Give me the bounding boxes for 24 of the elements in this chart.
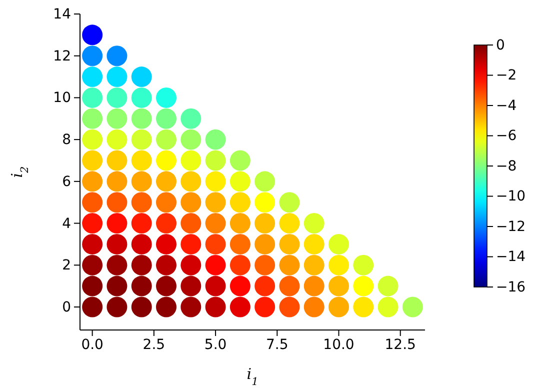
- color-bar-label: −4: [496, 98, 517, 114]
- x-tick-label: 12.5: [384, 336, 416, 353]
- x-tick-label: 7.5: [266, 336, 288, 353]
- x-tick-label: 0.0: [81, 336, 104, 353]
- color-bar-label: −16: [496, 279, 526, 296]
- y-tick-label: 0: [62, 299, 71, 316]
- y-tick-label: 12: [53, 48, 71, 64]
- y-tick-label: 2: [62, 258, 71, 274]
- x-tick-label: 2.5: [142, 336, 166, 353]
- y-tick-label: 10: [53, 90, 71, 106]
- x-axis-title: i$_{1}$: [246, 365, 258, 388]
- y-tick-label: 14: [53, 6, 72, 22]
- color-bar-label: −14: [496, 249, 526, 266]
- y-tick-label: 6: [62, 174, 72, 190]
- color-bar-label: 0: [496, 37, 505, 54]
- y-tick-label: 4: [62, 216, 72, 232]
- color-bar-label: −2: [496, 68, 517, 84]
- x-tick-label: 5.0: [204, 336, 227, 353]
- color-bar-label: −6: [496, 128, 517, 144]
- y-tick-label: 8: [62, 132, 71, 148]
- color-bar-label: −8: [496, 158, 517, 174]
- color-bar-label: −10: [496, 188, 526, 205]
- x-tick-label: 10.0: [323, 336, 354, 353]
- color-bar-label: −12: [496, 218, 526, 235]
